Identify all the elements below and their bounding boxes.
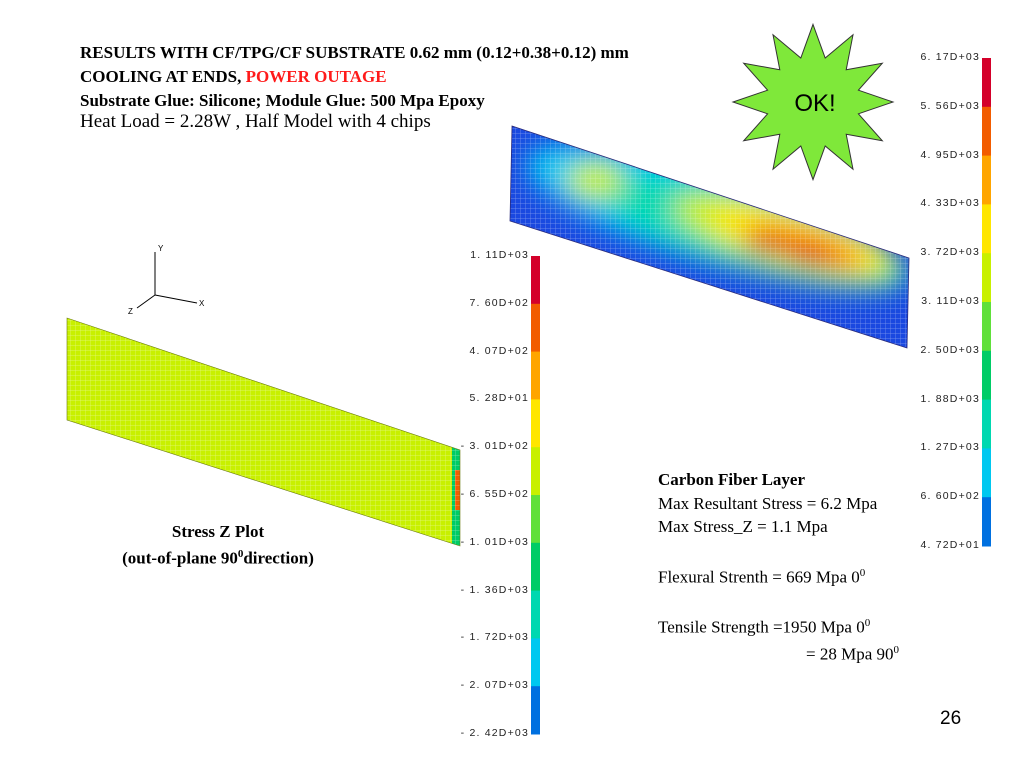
right-legend-tick-label: 1. 27D+03 (920, 441, 980, 454)
notes-tensile-90: = 28 Mpa 900 (806, 643, 899, 664)
axis-triad: Y X Z (128, 244, 205, 316)
left-legend-tick-label: - 2. 07D+03 (460, 679, 529, 692)
left-legend-tick-label: - 2. 42D+03 (460, 727, 529, 739)
left-legend-band (531, 351, 540, 400)
heat-load-line: Heat Load = 2.28W , Half Model with 4 ch… (80, 111, 431, 132)
right-legend-band (982, 448, 991, 498)
ok-label: OK! (794, 90, 835, 117)
left-legend-band (531, 686, 540, 735)
right-legend-tick-label: 3. 72D+03 (920, 246, 980, 259)
left-legend-tick-label: - 3. 01D+02 (460, 440, 529, 453)
notes-tensile: Tensile Strength =1950 Mpa 00 (658, 616, 871, 637)
right-legend-band (982, 399, 991, 449)
left-legend-band (531, 256, 540, 305)
right-legend-tick-label: 4. 72D+01 (920, 539, 980, 551)
axis-z-label: Z (128, 307, 133, 316)
left-legend-tick-label: - 1. 36D+03 (460, 583, 529, 596)
notes-title: Carbon Fiber Layer (658, 470, 806, 489)
right-legend-tick-label: 4. 33D+03 (920, 197, 980, 210)
right-legend-band (982, 302, 991, 352)
right-legend-band (982, 497, 991, 547)
left-legend-band (531, 638, 540, 687)
stress-z-caption-line-1: Stress Z Plot (171, 522, 265, 541)
right-legend-band (982, 155, 991, 205)
left-legend-band (531, 495, 540, 544)
left-legend-band (531, 542, 540, 592)
right-legend-band (982, 58, 991, 108)
title-line-2-prefix: COOLING AT ENDS, (80, 67, 246, 86)
left-legend-tick-label: 1. 11D+03 (470, 249, 529, 261)
left-legend-band (531, 590, 540, 639)
left-legend-band (531, 399, 540, 448)
title-line-2: COOLING AT ENDS, POWER OUTAGE (80, 66, 387, 87)
ok-star-badge: OK! (731, 22, 895, 182)
stress-z-caption-line-2: (out-of-plane 900direction) (122, 548, 314, 568)
title-line-1: RESULTS WITH CF/TPG/CF SUBSTRATE 0.62 mm… (80, 43, 629, 62)
power-outage-label: POWER OUTAGE (245, 67, 387, 86)
right-legend-colorbar (982, 58, 991, 548)
left-legend-tick-label: 7. 60D+02 (469, 296, 529, 309)
right-legend-tick-label: 2. 50D+03 (920, 343, 980, 356)
right-legend-band (982, 350, 991, 401)
right-legend-tick-label: 6. 17D+03 (920, 51, 980, 63)
left-legend-tick-label: 5. 28D+01 (469, 392, 529, 405)
axis-x-label: X (199, 299, 205, 308)
left-legend-tick-label: - 1. 01D+03 (460, 535, 529, 548)
right-legend-tick-label: 3. 11D+03 (921, 295, 980, 307)
resultant-stress-contour-plot (509, 125, 910, 349)
right-legend-tick-label: 1. 88D+03 (920, 392, 980, 405)
right-legend-band (982, 253, 991, 303)
right-legend-tick-label: 6. 60D+02 (920, 490, 980, 503)
left-legend-colorbar (531, 256, 540, 736)
page-number: 26 (940, 708, 962, 729)
left-legend-tick-label: - 1. 72D+03 (460, 631, 529, 644)
notes-max-stress-z: Max Stress_Z = 1.1 Mpa (658, 517, 828, 536)
left-legend-band (531, 303, 540, 353)
left-legend-band (531, 447, 540, 496)
notes-max-resultant: Max Resultant Stress = 6.2 Mpa (658, 493, 878, 513)
carbon-fiber-notes: Carbon Fiber Layer Max Resultant Stress … (658, 468, 899, 666)
axis-y-label: Y (158, 244, 164, 253)
glue-line: Substrate Glue: Silicone; Module Glue: 5… (80, 91, 485, 110)
notes-flexural: Flexural Strenth = 669 Mpa 00 (658, 566, 866, 587)
right-legend-tick-label: 5. 56D+03 (920, 99, 980, 112)
stress-z-contour-plot (66, 317, 461, 547)
stress-z-caption: Stress Z Plot (out-of-plane 900direction… (93, 520, 343, 570)
left-legend-tick-label: - 6. 55D+02 (460, 488, 529, 500)
right-legend-band (982, 106, 991, 157)
left-legend-tick-label: 4. 07D+02 (469, 344, 529, 357)
right-legend-band (982, 204, 991, 254)
right-legend-tick-label: 4. 95D+03 (920, 148, 980, 161)
